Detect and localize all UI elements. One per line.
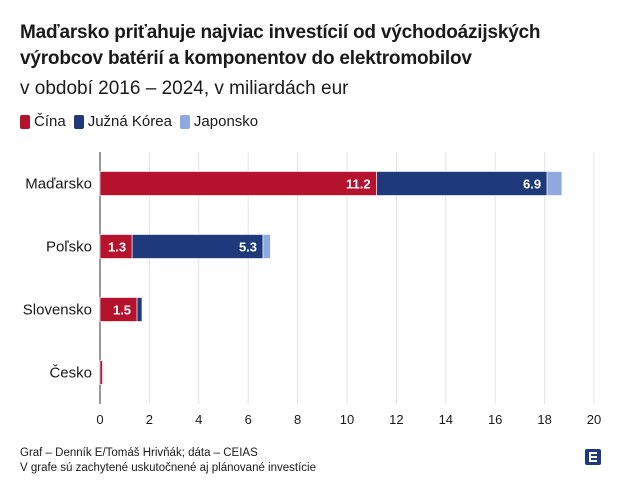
bar-polsko-cina (99, 234, 133, 259)
data-label-polsko-cina: 1.3 (108, 240, 126, 255)
bar-cesko-cina (99, 360, 103, 385)
legend-item-cina: Čína (20, 113, 66, 130)
data-label-slovensko-cina: 1.5 (113, 303, 131, 318)
data-label-madarsko-cina: 11.2 (346, 177, 371, 192)
bar-polsko-japonsko (262, 234, 271, 259)
bar-madarsko-japonsko (546, 171, 563, 196)
x-tick-label-2: 2 (146, 412, 153, 427)
data-label-polsko-juzna-korea: 5.3 (239, 240, 257, 255)
x-tick-label-18: 18 (537, 412, 551, 427)
legend-label-juzna-korea: Južná Kórea (87, 113, 172, 130)
x-tick-label-16: 16 (488, 412, 502, 427)
x-tick-label-20: 20 (587, 412, 601, 427)
data-label-madarsko-juzna-korea: 6.9 (523, 177, 541, 192)
legend-swatch-juzna-korea (73, 114, 84, 129)
legend-label-japonsko: Japonsko (193, 113, 259, 130)
chart-subtitle: v období 2016 – 2024, v miliardách eur (20, 78, 349, 99)
legend-swatch-japonsko (179, 114, 190, 129)
denník-e-logo-icon (585, 449, 601, 465)
category-label-polsko: Poľsko (46, 239, 92, 256)
x-tick-label-12: 12 (389, 412, 403, 427)
x-tick-label-6: 6 (245, 412, 252, 427)
x-tick-label-0: 0 (96, 412, 103, 427)
footer-note: V grafe sú zachytené uskutočnené aj plán… (20, 462, 316, 474)
x-tick-label-8: 8 (294, 412, 301, 427)
bar-madarsko-cina (99, 171, 377, 196)
category-label-cesko: Česko (49, 365, 92, 382)
legend-swatch-cina (20, 114, 30, 129)
footer: Graf – Denník E/Tomáš Hrivňák; dáta – CE… (20, 446, 316, 476)
legend-item-juzna-korea: Južná Kórea (73, 113, 172, 130)
bar-polsko-juzna-korea (131, 234, 264, 259)
footer-source: Graf – Denník E/Tomáš Hrivňák; dáta – CE… (20, 447, 258, 459)
legend: Čína Južná Kórea Japonsko (20, 113, 266, 130)
x-tick-label-14: 14 (439, 412, 453, 427)
bar-slovensko-cina (99, 297, 138, 322)
x-tick-label-10: 10 (340, 412, 354, 427)
legend-label-cina: Čína (34, 113, 66, 130)
chart-title: Maďarsko priťahuje najviac investícií od… (20, 22, 541, 69)
legend-item-japonsko: Japonsko (179, 113, 259, 130)
category-label-madarsko: Maďarsko (25, 176, 92, 193)
category-label-slovensko: Slovensko (23, 302, 92, 319)
x-tick-label-4: 4 (195, 412, 202, 427)
bar-madarsko-juzna-korea (376, 171, 548, 196)
bar-slovensko-juzna-korea (136, 297, 143, 322)
